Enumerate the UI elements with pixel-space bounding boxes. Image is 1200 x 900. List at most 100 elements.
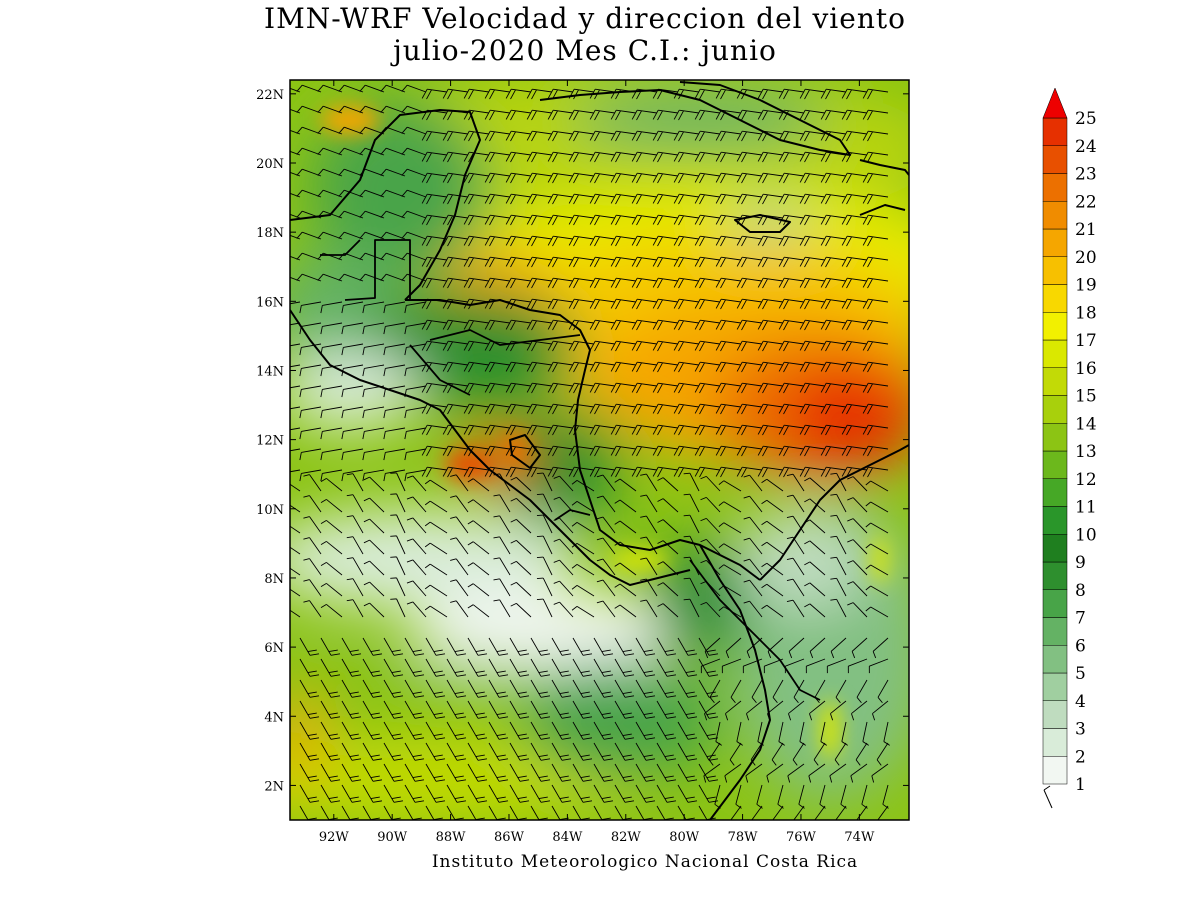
wind-barb <box>673 382 700 394</box>
wind-barb <box>756 784 763 809</box>
lon-tick-label: 90W <box>377 830 408 845</box>
wind-barb <box>383 385 406 398</box>
wind-barb <box>442 130 469 142</box>
wind-barb <box>652 382 679 394</box>
wind-barb <box>442 214 469 226</box>
wind-barb <box>551 658 572 677</box>
wind-barb <box>320 742 341 761</box>
wind-barb <box>446 700 467 719</box>
wind-barb <box>526 256 553 268</box>
wind-barb <box>290 588 301 597</box>
wind-barb <box>484 172 511 184</box>
wind-barb <box>694 172 721 184</box>
wind-barb <box>610 382 637 394</box>
wind-barb <box>834 742 847 766</box>
wind-barb <box>694 466 721 478</box>
wind-barb <box>757 214 784 226</box>
wind-barb <box>652 130 679 142</box>
wind-barb <box>593 763 614 782</box>
wind-barb <box>320 763 341 782</box>
wind-barb <box>341 343 364 356</box>
wind-barb <box>652 466 679 478</box>
wind-barb <box>829 763 847 783</box>
wind-barbs <box>290 84 890 820</box>
wind-barb <box>463 235 490 247</box>
wind-barb <box>571 480 595 492</box>
wind-barb <box>830 514 847 534</box>
wind-barb <box>841 403 868 415</box>
wind-barb <box>850 763 868 783</box>
wind-barb <box>505 256 532 268</box>
colorbar-box <box>1042 312 1068 341</box>
wind-barb <box>424 521 448 534</box>
wind-barb <box>631 340 658 352</box>
wind-barb <box>484 382 511 394</box>
wind-barb <box>553 580 574 597</box>
wind-barb <box>404 637 425 656</box>
wind-barb <box>547 88 574 100</box>
wind-barb <box>673 277 700 289</box>
wind-barb <box>778 466 805 478</box>
wind-barb <box>320 658 341 677</box>
colorbar: 1234567891011121314151617181920212223242… <box>1042 87 1097 809</box>
colorbar-label: 3 <box>1075 720 1086 740</box>
wind-barb <box>425 742 446 761</box>
wind-barb <box>761 583 784 597</box>
wind-barb <box>484 193 511 205</box>
wind-barb <box>568 298 595 310</box>
wind-barb <box>362 742 383 761</box>
colorbar-box <box>1042 339 1068 368</box>
wind-barb <box>505 172 532 184</box>
wind-barb <box>652 193 679 205</box>
wind-barb <box>467 784 488 803</box>
wind-barb <box>788 700 805 721</box>
wind-barb <box>509 700 530 719</box>
wind-barb <box>715 403 742 415</box>
wind-barb <box>841 130 868 142</box>
wind-barb <box>862 172 889 184</box>
wind-barb <box>787 763 805 783</box>
wind-barb <box>421 445 448 457</box>
wind-barb <box>708 742 721 766</box>
wind-barb <box>614 583 637 597</box>
wind-barb <box>700 601 721 618</box>
wind-barb <box>505 424 532 436</box>
wind-barb <box>383 406 406 419</box>
wind-barb <box>757 298 784 310</box>
wind-barb <box>757 466 784 478</box>
colorbar-box <box>1042 284 1068 313</box>
wind-barb <box>743 537 763 555</box>
wind-barb <box>715 721 722 746</box>
wind-barb <box>640 515 658 534</box>
wind-barb <box>547 109 574 121</box>
wind-barb <box>614 562 637 576</box>
wind-barb <box>872 637 889 659</box>
wind-barb <box>610 319 637 331</box>
wind-barb <box>505 151 532 163</box>
wind-barb <box>571 543 595 555</box>
wind-barb <box>820 151 847 163</box>
wind-barb <box>547 319 574 331</box>
wind-barb <box>530 679 551 698</box>
wind-barb <box>488 742 509 761</box>
wind-barb <box>799 361 826 373</box>
wind-barb <box>736 424 763 436</box>
wind-barb <box>390 493 406 513</box>
wind-barb <box>363 602 385 618</box>
wind-barb <box>610 235 637 247</box>
wind-barb <box>610 88 637 100</box>
wind-barb <box>341 742 362 761</box>
wind-barb <box>568 130 595 142</box>
wind-barb <box>551 763 572 782</box>
wind-barb <box>656 658 677 677</box>
wind-barb <box>450 600 469 618</box>
wind-barb <box>467 637 488 656</box>
wind-barb <box>767 700 784 721</box>
wind-barb <box>547 151 574 163</box>
wind-barb <box>568 403 595 415</box>
wind-barb <box>841 445 868 457</box>
wind-barb <box>841 214 868 226</box>
wind-barb <box>872 700 889 721</box>
wind-barb <box>778 172 805 184</box>
wind-barb <box>406 559 427 576</box>
